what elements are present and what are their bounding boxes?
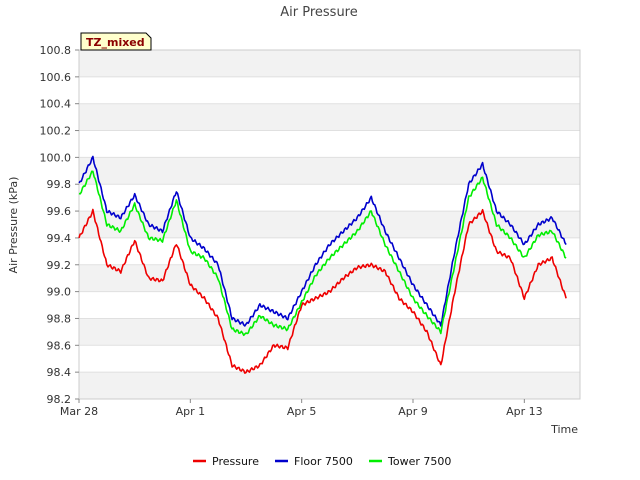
background-band — [79, 130, 580, 158]
background-band — [79, 291, 580, 319]
x-tick-label: Apr 1 — [176, 405, 206, 418]
y-tick-label: 98.6 — [47, 339, 72, 352]
badge-box — [80, 32, 152, 51]
y-tick-label: 98.4 — [47, 366, 72, 379]
background-band — [79, 184, 580, 212]
chart-title: Air Pressure — [280, 5, 358, 20]
x-axis-ticks: Mar 28 Apr 1 Apr 5 Apr 9 Apr 13 — [60, 399, 543, 418]
background-band — [79, 76, 580, 104]
x-axis-label: Time — [550, 423, 578, 436]
y-tick-label: 98.2 — [47, 393, 72, 406]
background-band — [79, 318, 580, 346]
background-band — [79, 345, 580, 373]
y-tick-label: 100.8 — [40, 44, 72, 57]
x-tick-label: Apr 13 — [506, 405, 543, 418]
y-tick-label: 98.8 — [47, 312, 72, 325]
y-tick-label: 100.4 — [40, 98, 72, 111]
y-tick-label: 100.2 — [40, 125, 72, 138]
y-tick-label: 99.8 — [47, 178, 72, 191]
x-tick-label: Apr 9 — [398, 405, 428, 418]
background-band — [79, 372, 580, 399]
series-lines — [78, 155, 567, 374]
background-band — [79, 157, 580, 185]
background-band — [79, 50, 580, 77]
x-tick-label: Mar 28 — [60, 405, 98, 418]
background-band — [79, 103, 580, 131]
y-axis-label: Air Pressure (kPa) — [7, 177, 20, 274]
series-line-pressure — [78, 208, 567, 374]
background-band — [79, 237, 580, 265]
legend-label: Tower 7500 — [387, 455, 451, 468]
timezone-badge: TZ_mixed — [80, 32, 152, 51]
x-tick-label: Apr 5 — [287, 405, 317, 418]
legend-label: Pressure — [212, 455, 259, 468]
y-axis-ticks: 98.2 98.4 98.6 98.8 99.0 99.2 99.4 99.6 99.8 100.… — [40, 44, 79, 406]
legend-label: Floor 7500 — [294, 455, 353, 468]
plot-frame — [78, 49, 581, 400]
badge-text: TZ_mixed — [86, 36, 145, 49]
series-line-floor-7500 — [78, 155, 567, 327]
y-tick-label: 99.4 — [47, 232, 72, 245]
y-tick-label: 99.2 — [47, 259, 72, 272]
legend: Pressure Floor 7500 Tower 7500 — [193, 455, 451, 468]
y-tick-label: 99.6 — [47, 205, 72, 218]
y-tick-label: 99.0 — [47, 286, 72, 299]
plot-background-bands — [79, 49, 580, 400]
series-line-tower-7500 — [78, 170, 567, 337]
background-band — [79, 264, 580, 292]
y-tick-label: 100.6 — [40, 71, 72, 84]
y-tick-label: 100.0 — [40, 151, 72, 164]
